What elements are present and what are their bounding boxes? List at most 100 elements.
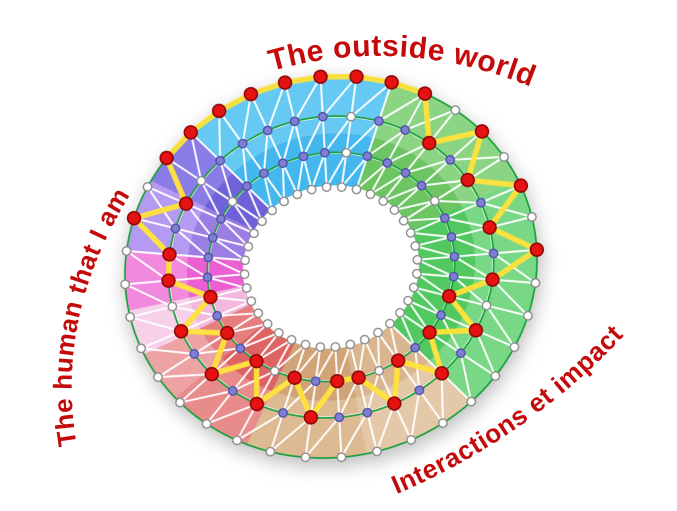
node-purple[interactable] <box>262 125 273 136</box>
node-white[interactable] <box>523 310 533 321</box>
node-red[interactable] <box>204 366 220 382</box>
node-white[interactable] <box>378 196 389 207</box>
node-white[interactable] <box>398 215 409 226</box>
node-white[interactable] <box>279 196 289 207</box>
node-red[interactable] <box>161 273 177 289</box>
node-purple[interactable] <box>449 251 460 262</box>
node-purple[interactable] <box>202 272 213 283</box>
node-red[interactable] <box>513 178 529 194</box>
node-purple[interactable] <box>319 147 330 158</box>
node-white[interactable] <box>243 241 254 252</box>
node-white[interactable] <box>257 216 267 227</box>
node-purple[interactable] <box>310 376 321 387</box>
node-white[interactable] <box>406 434 416 445</box>
node-white[interactable] <box>411 268 422 279</box>
node-white[interactable] <box>490 371 501 381</box>
node-red[interactable] <box>126 210 142 226</box>
node-white[interactable] <box>466 396 477 407</box>
node-red[interactable] <box>482 220 498 236</box>
node-white[interactable] <box>201 418 212 429</box>
node-purple[interactable] <box>488 248 499 259</box>
node-red[interactable] <box>387 396 403 412</box>
node-purple[interactable] <box>212 310 223 321</box>
node-white[interactable] <box>372 446 382 457</box>
node-white[interactable] <box>437 418 448 428</box>
node-red[interactable] <box>159 150 175 166</box>
node-white[interactable] <box>241 283 252 293</box>
node-purple[interactable] <box>362 407 373 418</box>
node-white[interactable] <box>269 366 280 376</box>
node-white[interactable] <box>136 343 147 354</box>
node-purple[interactable] <box>382 158 393 168</box>
node-red[interactable] <box>422 325 438 341</box>
node-white[interactable] <box>330 342 341 352</box>
node-red[interactable] <box>417 86 433 102</box>
node-red[interactable] <box>313 69 329 85</box>
node-white[interactable] <box>240 255 251 266</box>
node-white[interactable] <box>405 227 416 238</box>
node-white[interactable] <box>121 246 132 256</box>
node-purple[interactable] <box>227 386 238 396</box>
node-white[interactable] <box>365 189 376 200</box>
node-white[interactable] <box>300 339 311 350</box>
node-purple[interactable] <box>241 181 252 192</box>
node-purple[interactable] <box>334 412 345 423</box>
node-white[interactable] <box>120 279 131 290</box>
node-purple[interactable] <box>455 348 466 359</box>
node-red[interactable] <box>249 396 265 412</box>
node-white[interactable] <box>351 184 362 195</box>
node-purple[interactable] <box>170 223 181 234</box>
node-red[interactable] <box>460 172 476 188</box>
node-purple[interactable] <box>203 252 214 263</box>
node-white[interactable] <box>142 181 153 192</box>
node-purple[interactable] <box>476 197 486 208</box>
node-white[interactable] <box>408 282 419 293</box>
node-red[interactable] <box>434 366 450 382</box>
node-purple[interactable] <box>317 111 328 122</box>
node-red[interactable] <box>485 272 501 288</box>
node-white[interactable] <box>292 189 303 200</box>
node-white[interactable] <box>249 228 259 239</box>
node-white[interactable] <box>167 301 178 312</box>
node-white[interactable] <box>389 205 400 215</box>
node-white[interactable] <box>336 182 347 192</box>
node-purple[interactable] <box>235 343 246 354</box>
node-white[interactable] <box>395 307 405 318</box>
node-white[interactable] <box>300 452 311 463</box>
node-white[interactable] <box>246 296 257 307</box>
node-white[interactable] <box>315 342 326 352</box>
node-purple[interactable] <box>362 151 373 162</box>
node-white[interactable] <box>336 452 347 463</box>
node-red[interactable] <box>219 325 235 341</box>
node-purple[interactable] <box>414 385 425 396</box>
node-red[interactable] <box>529 242 545 258</box>
node-red[interactable] <box>249 353 265 369</box>
node-white[interactable] <box>253 308 264 319</box>
node-purple[interactable] <box>277 158 288 169</box>
node-red[interactable] <box>421 135 437 151</box>
node-white[interactable] <box>286 334 297 345</box>
node-purple[interactable] <box>446 232 457 242</box>
node-purple[interactable] <box>298 151 309 162</box>
node-white[interactable] <box>262 319 273 329</box>
node-white[interactable] <box>341 147 352 158</box>
node-white[interactable] <box>526 212 537 222</box>
node-purple[interactable] <box>207 232 218 243</box>
node-red[interactable] <box>303 410 319 426</box>
node-white[interactable] <box>410 241 421 251</box>
node-red[interactable] <box>203 289 219 305</box>
node-purple[interactable] <box>439 213 450 224</box>
node-white[interactable] <box>346 111 357 122</box>
node-white[interactable] <box>429 196 440 206</box>
node-red[interactable] <box>277 75 293 91</box>
node-white[interactable] <box>345 339 356 350</box>
node-white[interactable] <box>267 205 277 216</box>
node-purple[interactable] <box>374 116 384 126</box>
node-white[interactable] <box>359 334 370 345</box>
node-purple[interactable] <box>410 342 421 353</box>
node-white[interactable] <box>306 184 317 195</box>
node-white[interactable] <box>175 397 185 408</box>
node-white[interactable] <box>227 196 238 207</box>
node-white[interactable] <box>273 327 284 338</box>
node-white[interactable] <box>530 278 541 288</box>
